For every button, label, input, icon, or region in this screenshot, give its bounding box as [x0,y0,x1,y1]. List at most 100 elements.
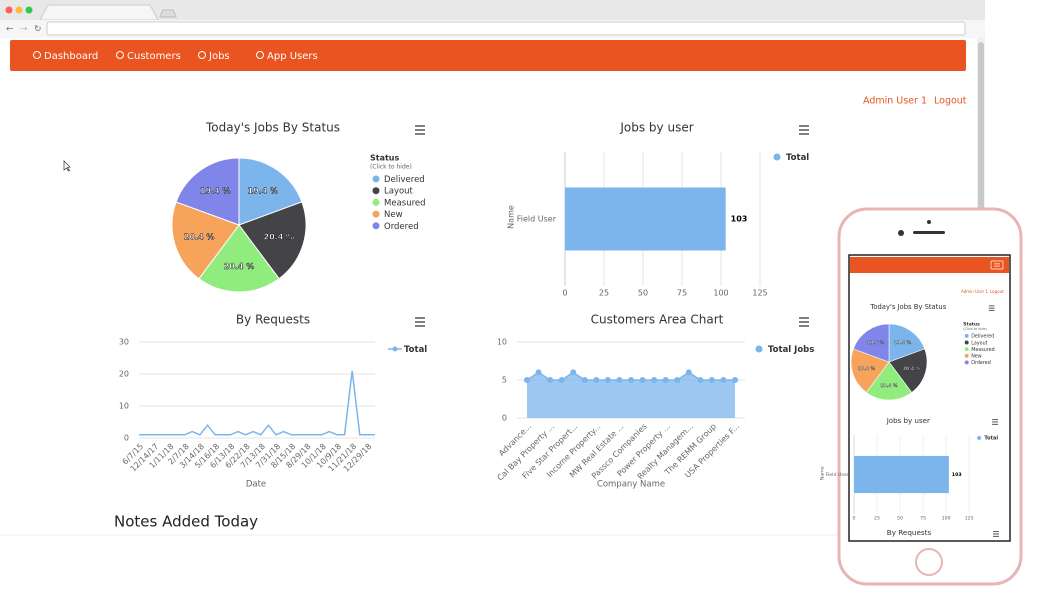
legend-item[interactable]: Layout [971,340,987,346]
chart: Today's Jobs By Status 19.4 % 20.4 % 20.4 %… [171,121,426,293]
forward-button[interactable]: → [20,25,28,35]
point[interactable] [547,377,554,383]
legend-item[interactable]: Delivered [384,175,425,185]
pie-slice[interactable] [171,201,240,280]
nav-item[interactable]: Customers [127,51,181,62]
data-label: 103 [731,215,748,224]
phone-sensor [898,230,904,236]
point[interactable] [697,377,704,383]
chart-title: Today's Jobs By Status [869,303,946,311]
y-tick-label: Field User [517,215,557,224]
user-name[interactable]: Admin User 1 [863,96,927,107]
pie-slice[interactable] [865,361,913,401]
bar[interactable] [565,187,726,251]
slice-label: 20.4 % [858,366,876,372]
legend-item[interactable]: Total [984,436,998,442]
point[interactable] [674,377,681,383]
point[interactable] [628,377,634,383]
point[interactable] [524,377,530,383]
pie-slice[interactable] [888,323,926,363]
chart-title: Jobs by user [619,121,693,135]
user-name[interactable]: Admin User 1 [961,289,988,294]
legend-swatch [964,347,969,352]
chart-menu-button[interactable] [992,419,999,425]
maximize-button[interactable] [25,6,33,14]
chart-menu-button[interactable] [415,125,425,135]
minimize-button[interactable] [15,6,23,14]
point[interactable] [685,369,692,376]
x-tick-label: 75 [920,516,926,522]
chart-menu-button[interactable] [799,317,809,327]
x-tick-label: 50 [638,289,648,298]
phone-home-button[interactable] [915,548,943,576]
x-tick-label: 50 [897,516,903,522]
legend-item[interactable]: New [384,210,403,220]
chart: By Requests01020306/7/1512/14/171/11/182… [119,313,427,490]
y-axis-label: Name [507,205,516,229]
back-button[interactable]: ← [6,25,14,35]
address-bar[interactable] [46,21,966,36]
phone-camera [927,220,931,224]
pie-slice[interactable] [238,157,303,226]
nav-item[interactable]: Jobs [208,51,230,62]
chart-menu-button[interactable] [993,531,1000,537]
legend-item[interactable]: Layout [384,187,414,197]
legend-item[interactable]: Total Jobs [768,345,814,355]
point[interactable] [581,377,588,383]
pie-slice[interactable] [852,323,890,363]
slice-label: 19.4 % [894,340,912,346]
scroll-thumb[interactable] [978,42,984,242]
point[interactable] [662,377,669,383]
point[interactable] [639,377,646,383]
reload-button[interactable]: ↻ [34,25,42,35]
tab[interactable] [39,4,159,21]
area [527,372,735,418]
bar[interactable] [854,455,949,494]
point[interactable] [732,377,738,383]
point[interactable] [593,377,600,383]
legend-item[interactable]: Delivered [971,334,994,340]
phone-menu-button[interactable] [990,260,1004,270]
logout-link[interactable]: Logout [990,289,1004,294]
new-tab[interactable] [159,9,177,18]
chart: By Requests [887,528,1000,537]
x-axis-label: Date [246,480,266,490]
slice-label: 19.4 % [248,186,279,195]
point[interactable] [558,377,565,383]
cursor [63,160,71,172]
legend-item[interactable]: Total [404,345,427,355]
legend-item[interactable]: Ordered [971,360,991,366]
x-axis-label: Company Name [597,480,665,490]
pie-slice[interactable] [238,201,307,280]
pie-slice[interactable] [175,157,240,226]
point[interactable] [604,377,611,383]
chart-menu-button[interactable] [799,125,809,135]
legend-item[interactable]: Ordered [384,222,419,232]
point[interactable] [708,377,715,383]
legend-swatch [964,340,969,345]
logout-link[interactable]: Logout [934,96,967,107]
legend-item[interactable]: Measured [971,347,994,353]
point[interactable] [720,377,727,383]
pie-slice[interactable] [198,224,280,293]
x-tick-label: 125 [965,516,974,522]
legend-swatch [964,333,969,338]
y-axis-label: Name [820,466,826,480]
close-button[interactable] [5,6,13,14]
point[interactable] [570,369,577,376]
pie-slice[interactable] [888,348,928,393]
legend-item[interactable]: New [971,354,982,360]
legend-item[interactable]: Total [786,153,809,163]
point[interactable] [616,377,623,383]
slice-label: 19.4 % [867,340,885,346]
legend-item[interactable]: Measured [384,198,426,208]
chart-menu-button[interactable] [415,317,425,327]
pie-slice[interactable] [850,348,890,393]
nav-item[interactable]: Dashboard [44,51,98,62]
chart-menu-button[interactable] [988,305,995,311]
point[interactable] [535,369,542,376]
point[interactable] [651,377,658,383]
chart-title: By Requests [236,313,310,327]
nav-item[interactable]: App Users [267,51,318,62]
